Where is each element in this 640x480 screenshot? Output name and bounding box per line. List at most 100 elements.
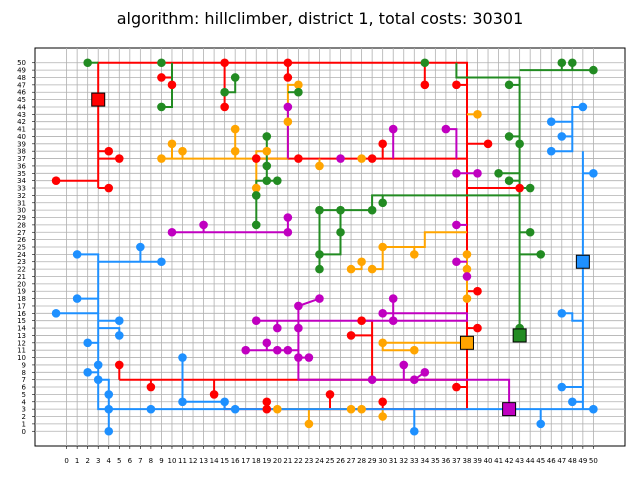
house-point <box>273 345 282 355</box>
x-tick-label: 3 <box>96 457 100 465</box>
house-point <box>93 360 103 370</box>
house-point <box>589 168 598 178</box>
y-tick-label: 1 <box>22 420 26 428</box>
house-point <box>494 168 503 178</box>
y-tick-label: 15 <box>17 317 26 325</box>
y-tick-label: 4 <box>22 398 27 406</box>
cable-path <box>319 232 342 256</box>
x-tick-label: 8 <box>149 457 153 465</box>
house-point <box>104 146 114 156</box>
y-tick-label: 46 <box>17 89 26 97</box>
house-point <box>409 345 419 355</box>
house-point <box>241 345 251 355</box>
house-point <box>167 139 177 149</box>
house-point <box>294 353 303 362</box>
house-point <box>378 139 387 149</box>
house-point <box>388 294 398 303</box>
batteries <box>91 92 590 417</box>
house-point <box>346 331 356 340</box>
house-point <box>578 102 588 112</box>
house-point <box>515 139 524 149</box>
x-tick-label: 11 <box>178 457 187 465</box>
house-point <box>283 58 293 68</box>
cable-path <box>561 312 583 322</box>
house-point <box>273 404 282 414</box>
house-point <box>220 102 229 112</box>
y-tick-label: 38 <box>17 148 26 156</box>
house-point <box>251 316 261 326</box>
house-point <box>304 353 314 362</box>
x-tick-label: 5 <box>117 457 121 465</box>
house-point <box>146 404 156 414</box>
y-tick-label: 35 <box>17 170 26 178</box>
y-tick-label: 49 <box>17 67 26 75</box>
house-point <box>462 264 472 274</box>
house-point <box>557 132 567 141</box>
y-tick-label: 17 <box>17 302 26 310</box>
x-tick-label: 34 <box>420 457 429 465</box>
house-point <box>367 264 377 274</box>
house-point <box>420 367 430 377</box>
y-tick-label: 27 <box>17 229 26 237</box>
cable-path <box>551 106 583 153</box>
y-tick-label: 13 <box>17 332 26 340</box>
y-tick-label: 31 <box>17 199 26 207</box>
chart-title: algorithm: hillclimber, district 1, tota… <box>117 9 524 28</box>
y-tick-label: 30 <box>17 207 26 215</box>
x-tick-label: 30 <box>378 457 387 465</box>
house-point <box>367 375 377 384</box>
x-tick-label: 2 <box>85 457 89 465</box>
house-point <box>515 183 524 193</box>
y-tick-label: 11 <box>17 347 26 355</box>
house-point <box>473 286 482 296</box>
x-tick-label: 29 <box>368 457 377 465</box>
x-tick-label: 6 <box>128 457 133 465</box>
house-point <box>220 397 229 407</box>
house-point <box>262 161 272 171</box>
house-point <box>262 397 272 407</box>
house-point <box>230 124 240 134</box>
house-point <box>452 257 461 267</box>
house-point <box>367 205 377 215</box>
x-tick-label: 21 <box>283 457 292 465</box>
house-point <box>409 426 419 436</box>
y-tick-label: 42 <box>17 118 26 126</box>
house-point <box>473 323 482 333</box>
house-point <box>557 382 567 392</box>
y-tick-label: 20 <box>17 280 26 288</box>
x-tick-label: 25 <box>326 457 335 465</box>
house-point <box>336 205 345 215</box>
house-point <box>283 213 293 222</box>
house-point <box>357 316 366 326</box>
house-point <box>315 161 324 171</box>
house-point <box>93 375 103 384</box>
house-point <box>378 242 387 252</box>
y-tick-label: 26 <box>17 236 26 244</box>
house-point <box>388 316 398 326</box>
house-point <box>504 132 514 141</box>
house-point <box>167 227 177 237</box>
house-point <box>294 323 303 333</box>
house-point <box>167 80 177 90</box>
house-point <box>452 168 461 178</box>
x-tick-label: 38 <box>463 457 472 465</box>
house-point <box>568 58 577 68</box>
cable-path <box>372 231 467 271</box>
house-point <box>114 331 124 340</box>
x-tick-label: 10 <box>168 457 177 465</box>
x-tick-label: 39 <box>473 457 482 465</box>
house-point <box>178 397 187 407</box>
battery-orange <box>459 335 474 350</box>
house-point <box>336 227 345 237</box>
house-point <box>209 390 219 399</box>
house-point <box>294 154 303 163</box>
house-point <box>283 117 293 127</box>
x-tick-label: 4 <box>107 457 112 465</box>
battery-red <box>91 92 106 107</box>
y-tick-label: 10 <box>17 354 26 362</box>
house-point <box>157 73 166 82</box>
house-point <box>83 58 92 68</box>
y-tick-label: 22 <box>17 266 26 274</box>
y-tick-label: 24 <box>17 251 26 259</box>
house-point <box>315 205 324 215</box>
